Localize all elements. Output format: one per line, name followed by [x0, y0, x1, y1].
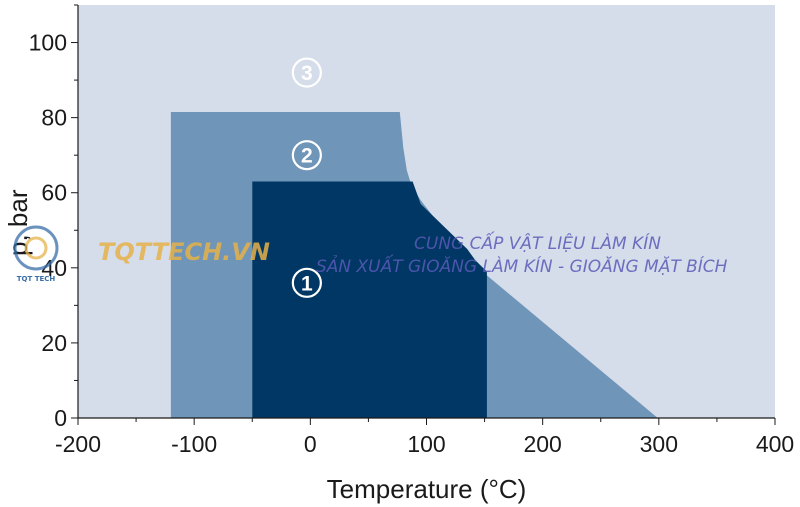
- y-tick-label: 60: [41, 180, 67, 206]
- zone-3-label: 3: [301, 62, 313, 85]
- y-tick-label: 80: [41, 105, 67, 131]
- x-axis-title: Temperature (°C): [327, 474, 527, 504]
- watermark: TQT TECH TQTTECH.VN CUNG CẤP VẬT LIỆU LÀ…: [13, 225, 728, 283]
- x-tick-label: 300: [640, 431, 678, 457]
- y-axis-title: p, bar: [3, 189, 33, 256]
- x-tick-label: 400: [756, 431, 794, 457]
- x-tick-label: 200: [523, 431, 561, 457]
- x-tick-label: 100: [407, 431, 445, 457]
- zone-2-circle: [291, 140, 322, 171]
- region-1: [252, 181, 487, 418]
- zone-2-label: 2: [301, 145, 313, 168]
- watermark-line-2: SẢN XUẤT GIOĂNG LÀM KÍN - GIOĂNG MẶT BÍC…: [316, 253, 728, 277]
- logo-text: TQT TECH: [17, 275, 56, 283]
- x-axis: -200 -100 0 100 200 300 400: [55, 417, 794, 457]
- zone-labels: 3 2 1: [291, 57, 322, 298]
- zone-1-label: 1: [301, 272, 313, 295]
- watermark-line-1: CUNG CẤP VẬT LIỆU LÀM KÍN: [414, 230, 661, 254]
- y-tick-label: 0: [54, 405, 67, 431]
- plot-area: [78, 5, 775, 418]
- y-tick-label: 20: [41, 330, 67, 356]
- y-tick-label: 100: [29, 30, 67, 56]
- tqt-logo: TQT TECH: [13, 225, 59, 283]
- zone-1-circle: [291, 267, 322, 298]
- x-tick-label: -100: [171, 431, 217, 457]
- x-tick-label: 0: [304, 431, 317, 457]
- x-tick-label: -200: [55, 431, 101, 457]
- watermark-brand: TQTTECH.VN: [98, 238, 270, 266]
- zone-3-circle: [291, 57, 322, 88]
